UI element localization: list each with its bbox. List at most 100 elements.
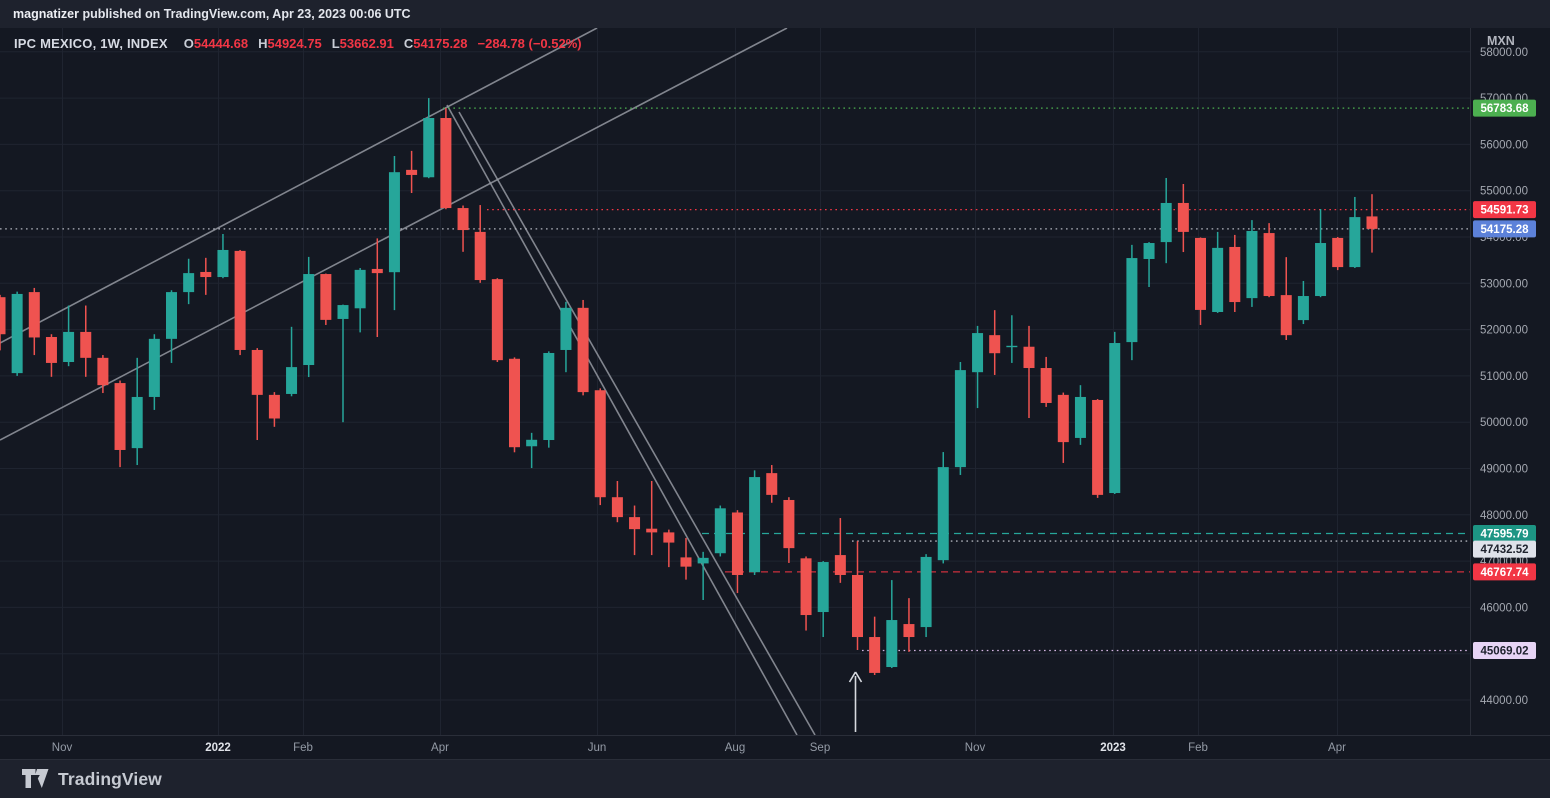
candle-46 (783, 499, 795, 549)
descending-channel-left (446, 104, 798, 736)
svg-text:44000.00: 44000.00 (1480, 695, 1528, 707)
candle-57 (972, 333, 984, 373)
candle-36 (611, 497, 623, 518)
candle-59 (1006, 345, 1018, 348)
candle-76 (1297, 296, 1309, 321)
candle-2 (28, 292, 40, 338)
candle-56 (954, 370, 966, 468)
descending-channel-right (458, 111, 816, 736)
price-pill-54591.73 (1473, 201, 1536, 219)
attribution-bar: magnatizer published on TradingView.com,… (0, 0, 1550, 28)
svg-text:48000.00: 48000.00 (1480, 510, 1528, 522)
candle-34 (577, 307, 589, 393)
candle-50 (852, 574, 863, 638)
candle-75 (1280, 295, 1292, 336)
svg-text:56000.00: 56000.00 (1480, 139, 1528, 151)
candle-30 (509, 358, 520, 448)
time-tick-Sep: Sep (810, 742, 830, 754)
candle-43 (731, 512, 743, 575)
time-tick-Feb: Feb (293, 742, 313, 754)
candle-0 (0, 297, 6, 335)
svg-text:46767.74: 46767.74 (1481, 567, 1530, 579)
svg-text:47432.52: 47432.52 (1481, 544, 1529, 556)
svg-text:52000.00: 52000.00 (1480, 325, 1528, 337)
candle-18 (303, 274, 315, 366)
candle-68 (1160, 202, 1172, 243)
candle-12 (200, 271, 212, 278)
candle-40 (680, 557, 692, 567)
candle-66 (1126, 258, 1138, 343)
candle-13 (217, 249, 229, 278)
candle-69 (1177, 202, 1189, 232)
svg-text:53000.00: 53000.00 (1480, 278, 1528, 290)
candle-10 (166, 292, 177, 339)
tradingview-logo-text[interactable]: TradingView (58, 768, 162, 789)
price-pill-46767.74 (1473, 563, 1536, 581)
time-tick-2023: 2023 (1100, 742, 1126, 754)
candle-5 (80, 331, 92, 358)
candle-47 (800, 558, 812, 616)
candle-70 (1195, 237, 1206, 310)
candle-53 (903, 624, 915, 638)
currency-label: MXN (1487, 34, 1515, 48)
publisher-username: magnatizer (13, 7, 79, 21)
candle-27 (457, 208, 469, 231)
svg-text:58000.00: 58000.00 (1480, 47, 1528, 59)
time-tick-2022: 2022 (205, 742, 231, 754)
candle-7 (114, 383, 126, 450)
candle-8 (131, 396, 143, 449)
candle-23 (388, 172, 400, 273)
candle-28 (474, 231, 486, 281)
candle-73 (1246, 230, 1258, 299)
candle-37 (629, 517, 641, 530)
tradingview-logo-icon[interactable] (22, 769, 49, 789)
candle-39 (663, 532, 675, 543)
candle-45 (766, 473, 778, 495)
price-pill-47595.79 (1473, 525, 1536, 543)
ascending-channel-upper (0, 28, 598, 344)
time-tick-Apr: Apr (431, 742, 449, 754)
svg-text:50000.00: 50000.00 (1480, 417, 1528, 429)
svg-text:54175.28: 54175.28 (1481, 224, 1530, 236)
candle-14 (234, 250, 246, 350)
candle-78 (1332, 237, 1344, 268)
candle-24 (406, 169, 418, 175)
candle-77 (1315, 243, 1327, 297)
candle-79 (1349, 217, 1361, 268)
candle-49 (834, 555, 846, 575)
price-pill-45069.02 (1473, 642, 1536, 660)
candle-26 (440, 118, 452, 209)
candle-51 (869, 637, 881, 673)
candle-41 (697, 557, 709, 564)
attribution-text: magnatizer published on TradingView.com,… (13, 7, 411, 21)
up-arrow-annotation[interactable] (848, 671, 863, 732)
candle-42 (714, 508, 726, 554)
price-pill-56783.68 (1473, 99, 1536, 117)
candle-60 (1023, 346, 1035, 369)
candlestick-chart[interactable]: MXN58000.0057000.0056000.0055000.0054000… (0, 28, 1550, 760)
candle-33 (560, 307, 572, 350)
candle-9 (148, 338, 160, 397)
time-tick-Nov: Nov (965, 742, 986, 754)
candle-29 (491, 279, 503, 361)
candle-21 (354, 269, 366, 309)
time-axis[interactable]: Nov 2022 Feb Apr Jun Aug Sep Nov 2023 Feb Apr (52, 742, 1346, 754)
candle-67 (1143, 243, 1155, 259)
chart-background (0, 28, 1550, 760)
candle-72 (1229, 246, 1241, 303)
candle-54 (920, 556, 932, 628)
candle-1 (11, 293, 23, 374)
candle-25 (423, 118, 435, 178)
candle-17 (286, 367, 298, 394)
price-lines-layer[interactable] (0, 107, 1470, 652)
candle-58 (989, 335, 1001, 354)
candle-31 (526, 439, 538, 447)
candle-15 (251, 349, 263, 395)
candle-80 (1366, 216, 1378, 229)
candle-16 (268, 394, 280, 419)
candle-74 (1263, 233, 1275, 297)
candle-4 (63, 331, 75, 363)
price-pill-54175.28 (1473, 220, 1536, 238)
panel-borders (0, 28, 1550, 760)
candle-19 (320, 274, 332, 320)
